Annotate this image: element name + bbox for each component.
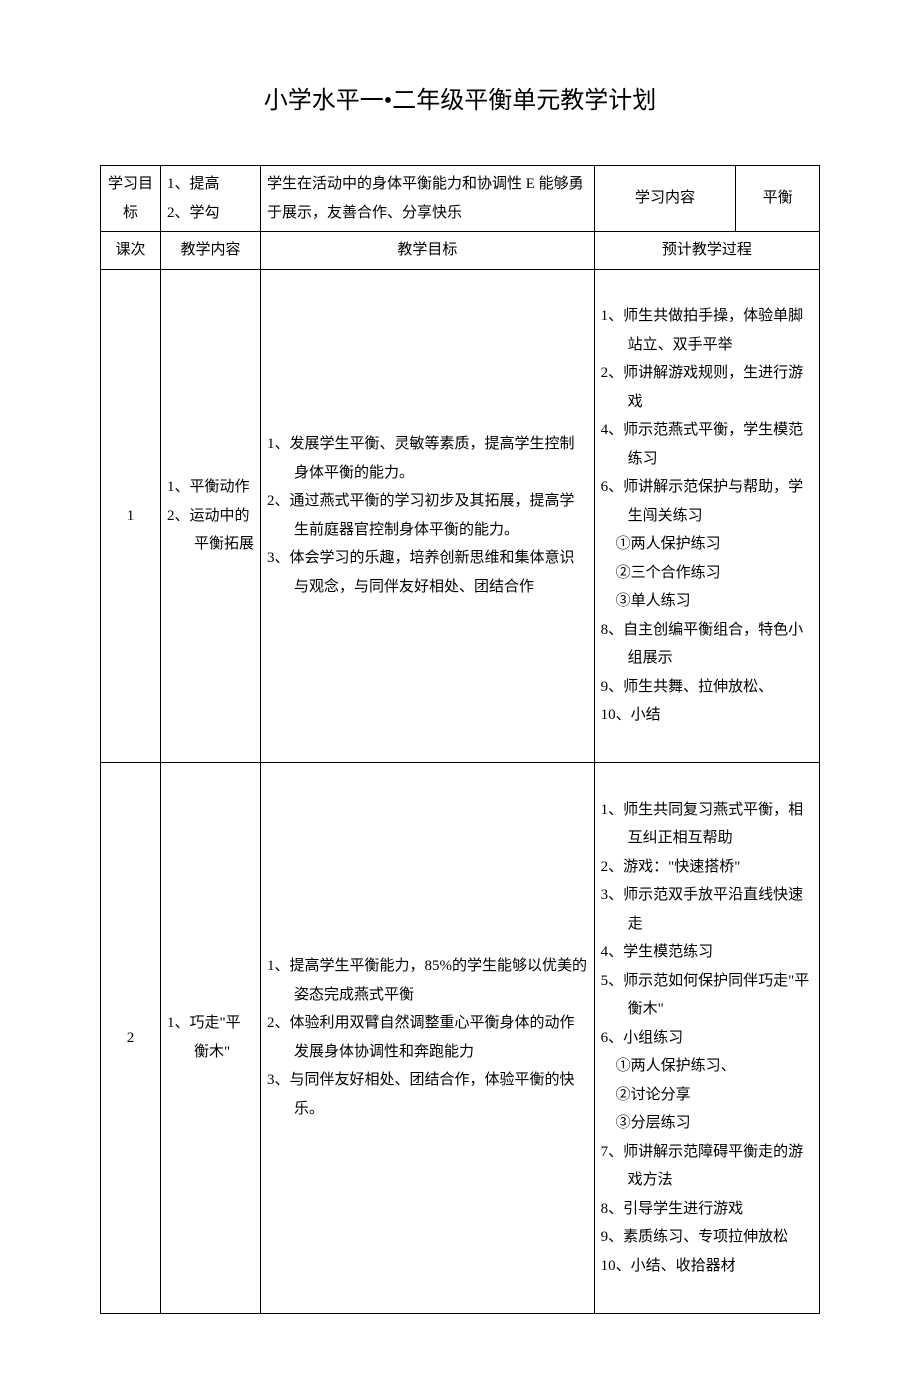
lesson-2-process-1: 1、师生共同复习燕式平衡，相互纠正相互帮助	[601, 796, 813, 853]
lesson-1-process-6: ②三个合作练习	[601, 559, 813, 588]
lesson-2-content-1: 1、巧走"平衡木"	[167, 1009, 254, 1066]
header-col1-label: 学习目标	[108, 176, 153, 221]
header-line2: 2、学勾	[167, 205, 220, 221]
header-col3-label: 学习内容	[594, 166, 736, 232]
lesson-2-goals: 1、提高学生平衡能力，85%的学生能够以优美的姿态完成燕式平衡 2、体验利用双臂…	[261, 763, 595, 1314]
column-header-4: 预计教学过程	[594, 232, 819, 270]
lesson-1-num: 1	[101, 269, 161, 763]
header-col2-content: 学生在活动中的身体平衡能力和协调性 E 能够勇于展示，友善合作、分享快乐	[261, 166, 595, 232]
lesson-1-process-4: 6、师讲解示范保护与帮助，学生闯关练习	[601, 473, 813, 530]
column-header-3: 教学目标	[261, 232, 595, 270]
lesson-2-goal-2: 2、体验利用双臂自然调整重心平衡身体的动作发展身体协调性和奔跑能力	[267, 1009, 588, 1066]
header-col1-content: 1、提高 2、学勾	[161, 166, 261, 232]
lesson-2-process: 1、师生共同复习燕式平衡，相互纠正相互帮助 2、游戏："快速搭桥" 3、师示范双…	[594, 763, 819, 1314]
lesson-2-process-11: 8、引导学生进行游戏	[601, 1195, 813, 1224]
header-col4-content: 平衡	[736, 166, 820, 232]
lesson-1-content-1: 1、平衡动作	[167, 473, 254, 502]
lesson-1-goal-1: 1、发展学生平衡、灵敏等素质，提高学生控制身体平衡的能力。	[267, 430, 588, 487]
lesson-1-content-2: 2、运动中的平衡拓展	[167, 502, 254, 559]
lesson-1-process-1: 1、师生共做拍手操，体验单脚站立、双手平举	[601, 302, 813, 359]
lesson-1-process-5: ①两人保护练习	[601, 530, 813, 559]
lesson-2-goal-1: 1、提高学生平衡能力，85%的学生能够以优美的姿态完成燕式平衡	[267, 952, 588, 1009]
column-header-2: 教学内容	[161, 232, 261, 270]
lesson-1-goals: 1、发展学生平衡、灵敏等素质，提高学生控制身体平衡的能力。 2、通过燕式平衡的学…	[261, 269, 595, 763]
lesson-1-process-10: 10、小结	[601, 701, 813, 730]
lesson-1-process: 1、师生共做拍手操，体验单脚站立、双手平举 2、师讲解游戏规则，生进行游戏 4、…	[594, 269, 819, 763]
lesson-2-process-12: 9、素质练习、专项拉伸放松	[601, 1223, 813, 1252]
column-header-1: 课次	[101, 232, 161, 270]
header-label-1: 学习目标	[101, 166, 161, 232]
lesson-2-process-2: 2、游戏："快速搭桥"	[601, 853, 813, 882]
lesson-1-process-9: 9、师生共舞、拉伸放松、	[601, 673, 813, 702]
lesson-2-goal-3: 3、与同伴友好相处、团结合作，体验平衡的快乐。	[267, 1066, 588, 1123]
lesson-1-goal-2: 2、通过燕式平衡的学习初步及其拓展，提高学生前庭器官控制身体平衡的能力。	[267, 487, 588, 544]
lesson-1-process-3: 4、师示范燕式平衡，学生模范练习	[601, 416, 813, 473]
lesson-1-process-2: 2、师讲解游戏规则，生进行游戏	[601, 359, 813, 416]
page-title: 小学水平一•二年级平衡单元教学计划	[100, 80, 820, 115]
lesson-2-num: 2	[101, 763, 161, 1314]
lesson-2-process-4: 4、学生模范练习	[601, 938, 813, 967]
lesson-2-process-7: ①两人保护练习、	[601, 1052, 813, 1081]
lesson-1-content: 1、平衡动作 2、运动中的平衡拓展	[161, 269, 261, 763]
lesson-2-process-10: 7、师讲解示范障碍平衡走的游戏方法	[601, 1138, 813, 1195]
lesson-2-process-3: 3、师示范双手放平沿直线快速走	[601, 881, 813, 938]
lesson-1-goal-3: 3、体会学习的乐趣，培养创新思维和集体意识与观念，与同伴友好相处、团结合作	[267, 544, 588, 601]
lesson-2-content: 1、巧走"平衡木"	[161, 763, 261, 1314]
header-line1: 1、提高	[167, 176, 220, 192]
lesson-2-process-8: ②讨论分享	[601, 1081, 813, 1110]
lesson-2-process-13: 10、小结、收拾器材	[601, 1252, 813, 1281]
lesson-plan-table: 学习目标 1、提高 2、学勾 学生在活动中的身体平衡能力和协调性 E 能够勇于展…	[100, 165, 820, 1314]
lesson-1-process-7: ③单人练习	[601, 587, 813, 616]
lesson-2-process-6: 6、小组练习	[601, 1024, 813, 1053]
lesson-2-process-5: 5、师示范如何保护同伴巧走"平衡木"	[601, 967, 813, 1024]
lesson-2-process-9: ③分层练习	[601, 1109, 813, 1138]
lesson-1-process-8: 8、自主创编平衡组合，特色小组展示	[601, 616, 813, 673]
